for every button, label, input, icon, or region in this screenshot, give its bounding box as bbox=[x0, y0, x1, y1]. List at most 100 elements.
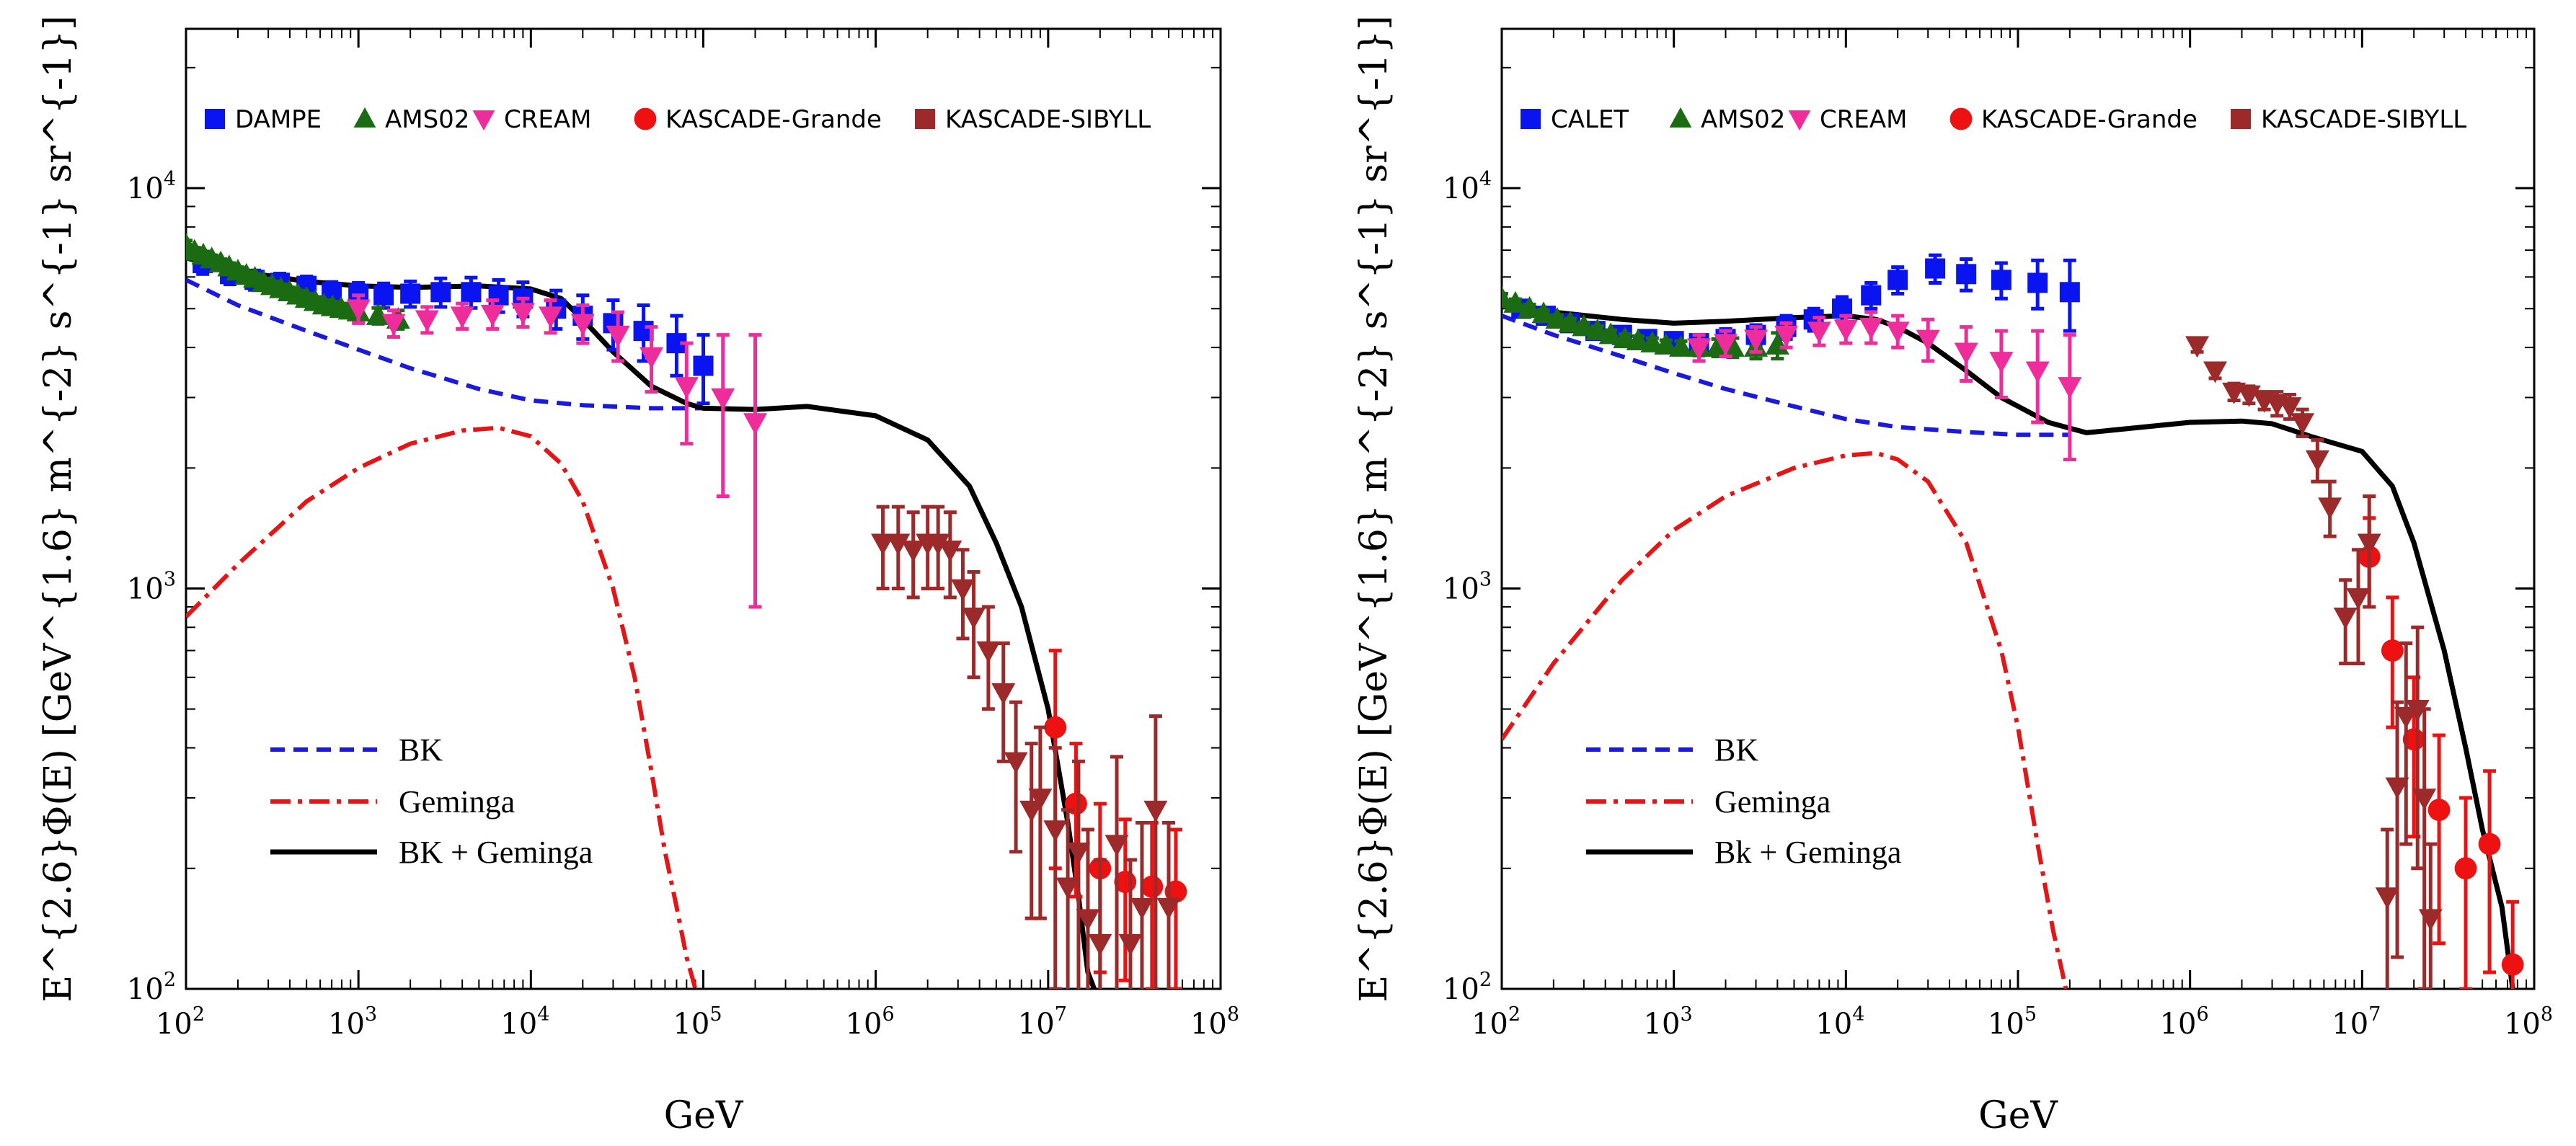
legend-marker bbox=[1788, 110, 1811, 131]
data-point bbox=[2236, 385, 2261, 407]
data-point bbox=[1885, 321, 1910, 344]
data-point bbox=[693, 355, 714, 376]
data-point bbox=[461, 282, 482, 303]
data-point bbox=[1925, 258, 1946, 279]
tick-exponent: 3 bbox=[1681, 1003, 1693, 1026]
series-kascade-sibyll bbox=[871, 505, 1181, 989]
legend-label: KASCADE-SIBYLL bbox=[2261, 105, 2466, 134]
data-point bbox=[2333, 607, 2358, 629]
tick-exponent: 5 bbox=[2024, 1003, 2037, 1026]
legend-label: KASCADE-Grande bbox=[665, 105, 882, 134]
data-point bbox=[1859, 317, 1883, 339]
data-point bbox=[415, 310, 439, 332]
data-point bbox=[1066, 843, 1091, 865]
data-point bbox=[1558, 311, 1583, 333]
tick-base: 10 bbox=[2160, 1008, 2197, 1041]
x-tick-label: 107 bbox=[1018, 1003, 1067, 1041]
data-point bbox=[510, 303, 535, 325]
tick-exponent: 5 bbox=[709, 1003, 722, 1026]
plot-area bbox=[186, 233, 1187, 989]
data-point bbox=[1004, 752, 1028, 774]
y-axis-title: E^{2.6}Φ(E) [GeV^{1.6} m^{-2} s^{-1} sr^… bbox=[1353, 15, 1396, 1002]
x-tick-label: 107 bbox=[2332, 1003, 2381, 1041]
tick-exponent: 2 bbox=[1479, 969, 1492, 991]
tick-exponent: 2 bbox=[192, 1003, 205, 1026]
data-point bbox=[1088, 933, 1112, 956]
data-point bbox=[1861, 285, 1882, 306]
data-point bbox=[1076, 909, 1100, 931]
tick-base: 10 bbox=[1815, 1008, 1852, 1041]
x-tick-label: 108 bbox=[1190, 1003, 1239, 1041]
tick-base: 10 bbox=[1443, 973, 1479, 1006]
data-point bbox=[381, 314, 406, 336]
legend-top: DAMPE AMS02 CREAM KASCADE-Grande KASCADE-SIB… bbox=[205, 105, 1151, 134]
data-point bbox=[366, 303, 390, 325]
data-point bbox=[1044, 716, 1067, 739]
legend-marker bbox=[915, 109, 935, 129]
data-point bbox=[570, 314, 595, 336]
data-point bbox=[1744, 329, 1769, 352]
tick-base: 10 bbox=[500, 1008, 537, 1041]
data-point bbox=[2501, 953, 2524, 976]
plot-frame bbox=[1500, 27, 2536, 990]
curve-geminga bbox=[1502, 450, 2068, 989]
x-tick-label: 106 bbox=[846, 1003, 895, 1041]
legend-label: KASCADE-SIBYLL bbox=[945, 105, 1151, 134]
data-point bbox=[2357, 533, 2381, 556]
plot-frame bbox=[185, 27, 1222, 990]
data-point bbox=[871, 533, 895, 556]
y-tick-label: 102 bbox=[1443, 969, 1492, 1006]
tick-base: 10 bbox=[1471, 1008, 1508, 1041]
data-point bbox=[2346, 588, 2371, 610]
data-point bbox=[976, 641, 1001, 663]
curve-bk-geminga bbox=[186, 255, 1097, 989]
tick-base: 10 bbox=[127, 172, 164, 205]
data-point bbox=[2385, 777, 2409, 799]
x-tick-label: 103 bbox=[1644, 1003, 1693, 1041]
data-point bbox=[2402, 728, 2425, 751]
legend-marker bbox=[1949, 107, 1973, 130]
data-point bbox=[2405, 699, 2430, 721]
data-point bbox=[711, 388, 735, 410]
data-point bbox=[1545, 306, 1570, 329]
curve-bk-geminga bbox=[1502, 298, 2515, 989]
x-tick-label: 102 bbox=[156, 1003, 205, 1041]
data-point bbox=[1687, 338, 1712, 360]
y-tick-label: 103 bbox=[127, 569, 176, 606]
y-tick-label: 102 bbox=[127, 969, 176, 1006]
data-point bbox=[1669, 334, 1694, 357]
data-point bbox=[1156, 897, 1181, 920]
chart-panel-left: 102 103 104 105 106 107 108102103104GeVE^{2.6}… bbox=[37, 15, 1239, 1137]
x-tick-label: 104 bbox=[500, 1003, 549, 1041]
legend-label: Geminga bbox=[399, 784, 515, 819]
x-axis-ticks: 102 103 104 105 106 107 108 bbox=[156, 29, 1239, 1041]
legend-label: KASCADE-Grande bbox=[1981, 105, 2197, 134]
legend-top: CALET AMS02 CREAM KASCADE-Grande KASCADE-SIB… bbox=[1521, 105, 2466, 134]
data-point bbox=[1572, 314, 1596, 337]
legend-marker bbox=[205, 109, 225, 129]
tick-exponent: 2 bbox=[1508, 1003, 1521, 1026]
data-point bbox=[450, 306, 474, 329]
data-point bbox=[1141, 875, 1164, 898]
data-point bbox=[1916, 329, 1940, 352]
legend-label: AMS02 bbox=[1701, 105, 1785, 134]
tick-base: 10 bbox=[1644, 1008, 1681, 1041]
x-tick-label: 105 bbox=[673, 1003, 722, 1041]
data-point bbox=[1887, 270, 1908, 290]
data-point bbox=[2418, 909, 2443, 931]
legend-marker bbox=[1669, 107, 1692, 128]
data-point bbox=[1991, 270, 2011, 290]
tick-exponent: 8 bbox=[2541, 1003, 2553, 1026]
tick-base: 10 bbox=[1443, 172, 1479, 205]
data-point bbox=[901, 540, 926, 562]
data-point bbox=[1954, 342, 1978, 365]
tick-exponent: 4 bbox=[537, 1003, 549, 1026]
data-point bbox=[400, 283, 421, 304]
tick-base: 10 bbox=[846, 1008, 882, 1041]
tick-exponent: 3 bbox=[365, 1003, 377, 1026]
tick-exponent: 7 bbox=[1055, 1003, 1067, 1026]
chart-panel-right: 102 103 104 105 106 107 108102103104GeVE^{2.6}… bbox=[1353, 15, 2553, 1137]
data-point bbox=[1833, 319, 1858, 342]
series-cream bbox=[346, 293, 767, 609]
legend-lower: BK Geminga BK + Geminga bbox=[270, 732, 593, 870]
